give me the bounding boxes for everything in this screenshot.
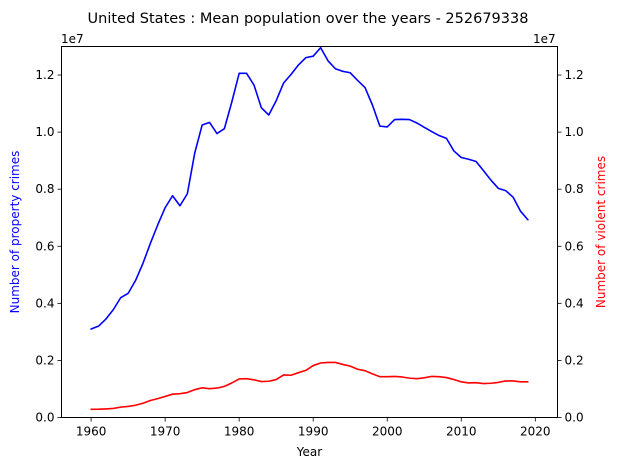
series-line-property-crimes [90, 46, 529, 330]
right-y-tick-label: 0.4 [565, 296, 584, 310]
x-tick-label: 2000 [372, 425, 403, 439]
x-axis-label: Year [296, 445, 322, 459]
left-y-tick-label: 1.2 [35, 68, 54, 82]
right-y-axis-ticks: 0.0 0.2 0.4 0.6 0.8 1.0 1.2 [557, 68, 584, 425]
right-y-tick-label: 0.6 [565, 239, 584, 253]
left-axis-offset-label: 1e7 [61, 32, 84, 46]
right-y-axis-label: Number of violent crimes [594, 156, 608, 308]
series-line-violent-crimes [90, 361, 529, 411]
left-y-tick-label: 0.6 [35, 239, 54, 253]
x-axis-ticks: 1960 1970 1980 1990 2000 2010 2020 [76, 417, 551, 439]
x-tick-label: 1980 [224, 425, 255, 439]
x-tick-label: 2020 [520, 425, 551, 439]
right-y-tick-label: 0.2 [565, 353, 584, 367]
x-tick-label: 2010 [446, 425, 477, 439]
left-y-tick-label: 0.8 [35, 182, 54, 196]
right-y-tick-label: 0.8 [565, 182, 584, 196]
plot-lines [90, 46, 529, 411]
right-y-tick-label: 0.0 [565, 411, 584, 425]
left-y-axis-ticks: 0.0 0.2 0.4 0.6 0.8 1.0 1.2 [35, 68, 62, 425]
left-y-tick-label: 0.0 [35, 411, 54, 425]
right-y-tick-label: 1.0 [565, 125, 584, 139]
chart-title: United States : Mean population over the… [88, 11, 529, 27]
x-tick-label: 1990 [298, 425, 329, 439]
x-tick-label: 1970 [150, 425, 181, 439]
x-tick-label: 1960 [76, 425, 107, 439]
left-y-tick-label: 1.0 [35, 125, 54, 139]
right-axis-offset-label: 1e7 [533, 32, 556, 46]
left-y-tick-label: 0.2 [35, 353, 54, 367]
left-y-tick-label: 0.4 [35, 296, 54, 310]
right-y-tick-label: 1.2 [565, 68, 584, 82]
left-y-axis-label: Number of property crimes [8, 151, 22, 314]
plot-frame [61, 46, 558, 418]
